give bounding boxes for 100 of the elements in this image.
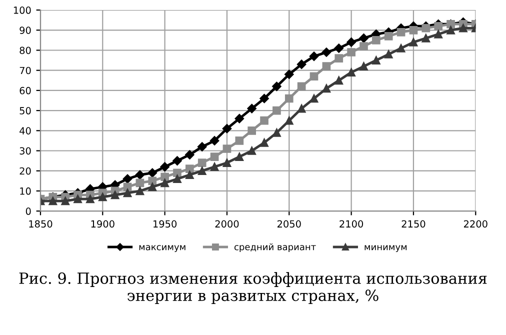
point: [284, 70, 294, 79]
point: [347, 48, 356, 56]
point: [384, 50, 393, 58]
point: [197, 142, 207, 152]
point: [360, 42, 368, 50]
point: [234, 114, 244, 124]
point: [198, 158, 206, 167]
y-tick-label: 10: [20, 187, 31, 195]
point: [422, 34, 430, 42]
point: [160, 178, 169, 188]
point: [272, 82, 282, 92]
point: [235, 152, 244, 161]
point: [210, 136, 220, 146]
x-tick-label: 2200: [464, 220, 488, 228]
point: [396, 28, 406, 36]
x-tick-label: 1850: [29, 220, 52, 228]
point: [160, 162, 170, 172]
point: [346, 38, 356, 47]
point: [48, 196, 58, 206]
point: [297, 104, 306, 113]
x-tick-label: 1950: [154, 220, 177, 228]
point: [260, 138, 268, 147]
point: [135, 170, 145, 180]
point: [122, 174, 132, 184]
point: [360, 62, 368, 70]
point: [123, 188, 132, 198]
point: [434, 22, 443, 30]
point: [372, 56, 380, 64]
y-tick-label: 20: [20, 167, 31, 175]
x-tick-label: 2100: [340, 220, 364, 228]
y-tick-label: 100: [14, 6, 31, 14]
point: [409, 26, 418, 34]
point: [459, 24, 468, 32]
point: [98, 192, 107, 202]
point: [148, 168, 157, 178]
point: [172, 156, 182, 166]
point: [260, 116, 268, 125]
point: [173, 168, 182, 178]
point: [260, 94, 269, 104]
x-tick-label: 2150: [402, 220, 426, 228]
point: [384, 32, 393, 40]
point: [210, 162, 219, 171]
point: [248, 126, 256, 135]
point: [434, 30, 443, 38]
y-tick-label: 70: [20, 66, 31, 74]
y-tick-label: 0: [26, 208, 31, 215]
point: [284, 94, 294, 103]
x-tick-label: 2000: [215, 220, 239, 228]
y-tick-label: 40: [20, 127, 31, 134]
point: [272, 106, 281, 115]
point: [173, 174, 182, 184]
y-tick-label: 90: [20, 26, 31, 34]
text: Рис. 9. Прогноз изменения коэффициента использования энергии в развитых странах, %: [19, 272, 487, 304]
x-tick-label: 2050: [277, 220, 301, 228]
point: [86, 194, 94, 204]
point: [347, 68, 356, 77]
point: [334, 54, 344, 62]
legend-label: средний вариант: [234, 243, 316, 252]
point: [186, 164, 194, 174]
point: [334, 76, 344, 85]
point: [359, 34, 368, 43]
point: [409, 38, 418, 46]
point: [110, 190, 120, 200]
point: [222, 124, 232, 134]
point: [198, 166, 206, 176]
point: [322, 84, 331, 93]
point: [422, 24, 430, 32]
point: [185, 150, 194, 160]
y-tick-label: 60: [20, 86, 31, 94]
point: [309, 52, 319, 61]
y-tick-label: 50: [20, 107, 31, 114]
point: [136, 186, 144, 196]
point: [310, 72, 318, 81]
point: [74, 194, 82, 204]
point: [310, 94, 318, 103]
point: [148, 182, 157, 192]
point: [235, 136, 244, 145]
legend-label: минимум: [364, 245, 407, 252]
point: [296, 60, 306, 69]
legend-label: максимум: [139, 245, 186, 252]
point: [248, 146, 256, 155]
point: [272, 128, 281, 137]
point: [222, 144, 232, 153]
point: [396, 44, 406, 52]
point: [334, 44, 344, 53]
y-tick-label: 80: [20, 46, 31, 54]
y-tick-label: 30: [20, 147, 31, 155]
point: [247, 104, 256, 114]
point: [210, 152, 219, 161]
point: [186, 170, 194, 180]
point: [61, 196, 70, 206]
point: [136, 178, 144, 188]
point: [322, 48, 332, 57]
point: [222, 158, 232, 167]
point: [322, 62, 331, 70]
point: [372, 36, 380, 44]
point: [446, 26, 455, 34]
point: [284, 116, 294, 125]
point: [297, 82, 306, 91]
point: [160, 172, 169, 182]
